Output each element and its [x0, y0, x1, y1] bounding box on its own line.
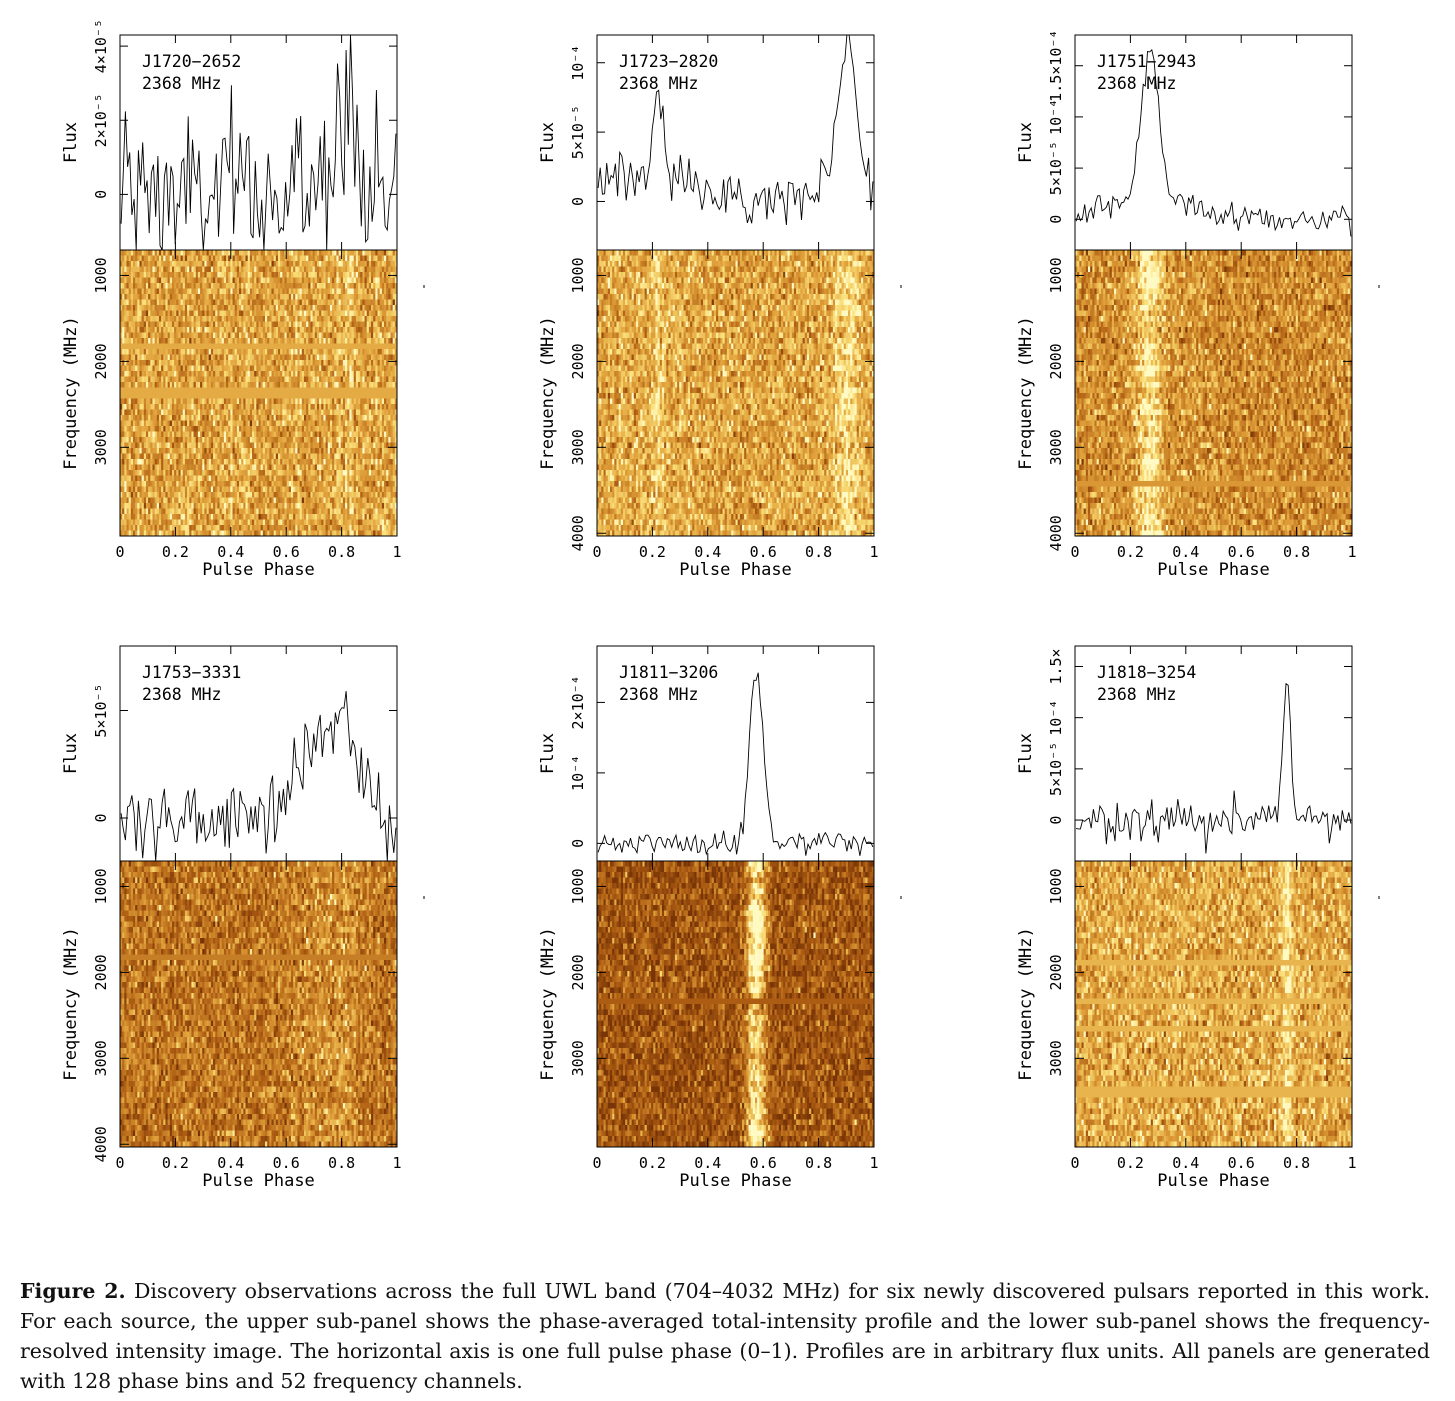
profile-ylabel: Flux [61, 122, 81, 163]
profile-ytick-label: 4×10⁻⁵ [92, 19, 110, 73]
profile-ytick-label: 0 [92, 190, 110, 199]
panel-1: 0 2×10⁻⁵ 4×10⁻⁵ Flux J1720−2652 2368 MHz 10002… [61, 19, 424, 580]
profile-ytick-label: 2×10⁻⁵ [92, 93, 110, 147]
figure-panels: 0 2×10⁻⁵ 4×10⁻⁵ Flux J1720−2652 2368 MHz 10002… [0, 0, 1455, 1240]
frequency-label: 2368 MHz [142, 74, 221, 93]
profile-plot: 0 2×10⁻⁵ 4×10⁻⁵ Flux J1720−2652 2368 MHz [61, 19, 397, 250]
source-name: J1720−2652 [142, 52, 241, 71]
